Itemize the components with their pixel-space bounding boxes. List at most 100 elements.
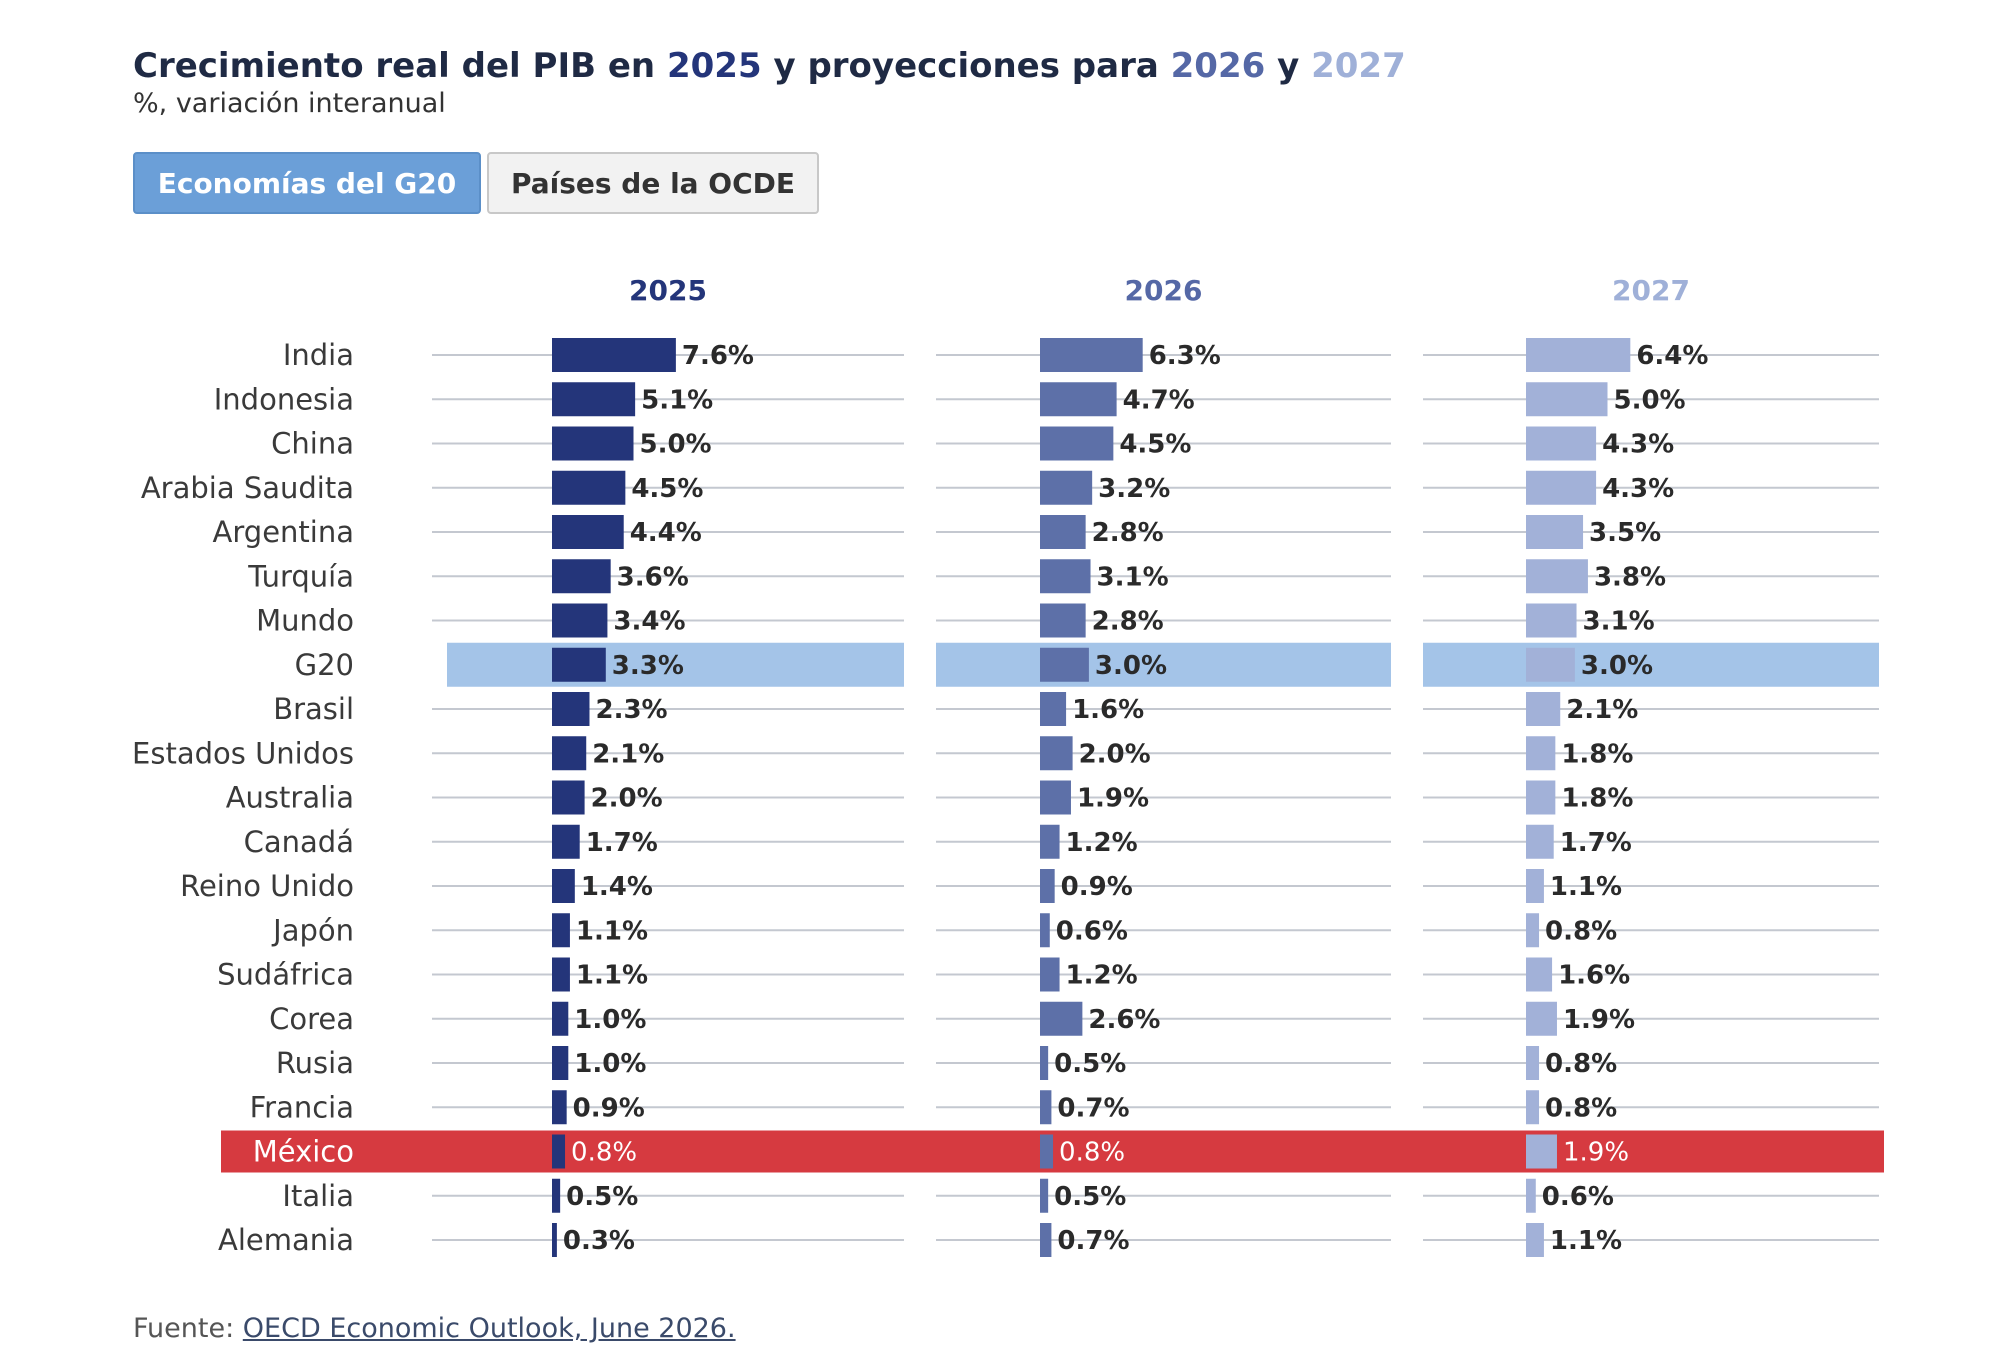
bar-2025-australia <box>552 780 585 815</box>
source-link[interactable]: OECD Economic Outlook, June 2026. <box>242 1313 736 1344</box>
bar-2027-mexico <box>1526 1134 1557 1169</box>
value-label-2027-mundo: 3.1% <box>1583 607 1655 637</box>
category-label-japon: Japón <box>271 913 354 947</box>
category-label-arabia-saudita: Arabia Saudita <box>141 471 354 505</box>
value-label-2025-estados-unidos: 2.1% <box>592 739 664 769</box>
value-label-2025-brasil: 2.3% <box>595 695 667 725</box>
value-label-2027-argentina: 3.5% <box>1589 518 1661 548</box>
category-label-g20: G20 <box>295 648 354 682</box>
category-label-mundo: Mundo <box>256 604 354 638</box>
panel-header-2027: 2027 <box>1612 274 1690 307</box>
panel-header-2026: 2026 <box>1125 274 1203 307</box>
bar-2026-italia <box>1040 1178 1049 1213</box>
value-label-2026-alemania: 0.7% <box>1057 1226 1129 1256</box>
value-label-2027-canada: 1.7% <box>1560 828 1632 858</box>
bar-2027-reino-unido <box>1526 869 1544 903</box>
category-label-estados-unidos: Estados Unidos <box>132 736 354 770</box>
bar-2025-china <box>552 426 634 461</box>
tab-oecd-countries[interactable]: Países de la OCDE <box>487 152 819 214</box>
bar-2027-china <box>1526 426 1597 461</box>
source-prefix: Fuente: <box>133 1313 243 1344</box>
value-label-2025-francia: 0.9% <box>573 1093 645 1123</box>
bar-2025-mundo <box>552 603 608 638</box>
bar-2026-china <box>1040 426 1114 461</box>
value-label-2027-indonesia: 5.0% <box>1614 385 1686 415</box>
category-label-francia: Francia <box>250 1090 354 1124</box>
value-label-2025-rusia: 1.0% <box>574 1049 646 1079</box>
value-label-2026-china: 4.5% <box>1119 430 1191 460</box>
value-label-2027-brasil: 2.1% <box>1566 695 1638 725</box>
bar-2027-rusia <box>1526 1046 1540 1080</box>
category-label-brasil: Brasil <box>273 692 354 726</box>
bar-2025-india <box>552 338 676 372</box>
value-label-2025-g20: 3.3% <box>612 651 684 681</box>
value-label-2025-japon: 1.1% <box>576 916 648 946</box>
bar-2025-reino-unido <box>552 869 575 903</box>
bar-2026-arabia-saudita <box>1040 470 1093 505</box>
title-part3: y <box>1265 46 1312 86</box>
category-label-rusia: Rusia <box>276 1046 354 1080</box>
value-label-2027-japon: 0.8% <box>1545 916 1617 946</box>
value-label-2025-canada: 1.7% <box>586 828 658 858</box>
bar-2027-italia <box>1526 1178 1536 1213</box>
bar-2026-alemania <box>1040 1223 1052 1257</box>
bar-2025-francia <box>552 1090 567 1125</box>
bar-2025-argentina <box>552 515 624 549</box>
bar-2025-alemania <box>552 1223 557 1257</box>
bar-2026-india <box>1040 338 1143 372</box>
value-label-2027-alemania: 1.1% <box>1550 1226 1622 1256</box>
bar-2025-indonesia <box>552 382 636 417</box>
value-label-2026-estados-unidos: 2.0% <box>1079 739 1151 769</box>
category-label-china: China <box>271 427 354 461</box>
value-label-2026-india: 6.3% <box>1149 341 1221 371</box>
bar-2025-brasil <box>552 692 590 726</box>
bar-2025-mexico <box>552 1134 566 1169</box>
value-label-2026-francia: 0.7% <box>1057 1093 1129 1123</box>
bar-2027-brasil <box>1526 692 1561 726</box>
bar-2027-alemania <box>1526 1223 1544 1257</box>
title-year-2027: 2027 <box>1311 46 1406 86</box>
bar-2027-arabia-saudita <box>1526 470 1597 505</box>
bar-2026-francia <box>1040 1090 1052 1125</box>
value-label-2027-rusia: 0.8% <box>1545 1049 1617 1079</box>
value-label-2025-italia: 0.5% <box>566 1182 638 1212</box>
category-label-italia: Italia <box>282 1179 354 1213</box>
title-year-2025: 2025 <box>666 46 762 86</box>
value-label-2026-g20: 3.0% <box>1095 651 1167 681</box>
value-label-2027-turquia: 3.8% <box>1594 562 1666 592</box>
value-label-2027-g20: 3.0% <box>1581 651 1653 681</box>
bar-2026-estados-unidos <box>1040 736 1073 771</box>
value-label-2025-alemania: 0.3% <box>563 1226 635 1256</box>
value-label-2026-canada: 1.2% <box>1066 828 1138 858</box>
value-label-2027-reino-unido: 1.1% <box>1550 872 1622 902</box>
value-label-2027-mexico: 1.9% <box>1563 1138 1629 1168</box>
bar-2025-rusia <box>552 1046 569 1080</box>
category-label-turquia: Turquía <box>247 559 354 593</box>
bar-2027-japon <box>1526 913 1540 948</box>
bar-2025-corea <box>552 1001 569 1036</box>
value-label-2025-mexico: 0.8% <box>571 1138 637 1168</box>
highlight-band-g20 <box>936 642 1391 687</box>
category-label-canada: Canadá <box>244 825 354 859</box>
bar-2025-japon <box>552 913 570 948</box>
bar-2027-mundo <box>1526 603 1577 638</box>
bar-2027-australia <box>1526 780 1556 815</box>
bar-2027-indonesia <box>1526 382 1608 417</box>
bar-2026-australia <box>1040 780 1071 815</box>
value-label-2027-estados-unidos: 1.8% <box>1561 739 1633 769</box>
value-label-2026-indonesia: 4.7% <box>1123 385 1195 415</box>
category-label-reino-unido: Reino Unido <box>180 869 354 903</box>
category-label-alemania: Alemania <box>218 1223 354 1257</box>
tab-g20-economies[interactable]: Economías del G20 <box>133 152 481 214</box>
bar-2026-g20 <box>1040 647 1089 682</box>
value-label-2027-china: 4.3% <box>1602 430 1674 460</box>
value-label-2025-china: 5.0% <box>640 430 712 460</box>
value-label-2026-turquia: 3.1% <box>1097 562 1169 592</box>
value-label-2027-australia: 1.8% <box>1561 784 1633 814</box>
bar-2026-canada <box>1040 824 1060 859</box>
highlight-band-g20 <box>1423 642 1879 687</box>
value-label-2027-arabia-saudita: 4.3% <box>1602 474 1674 504</box>
bar-2027-g20 <box>1526 647 1575 682</box>
bar-2026-reino-unido <box>1040 869 1055 903</box>
value-label-2026-corea: 2.6% <box>1088 1005 1160 1035</box>
